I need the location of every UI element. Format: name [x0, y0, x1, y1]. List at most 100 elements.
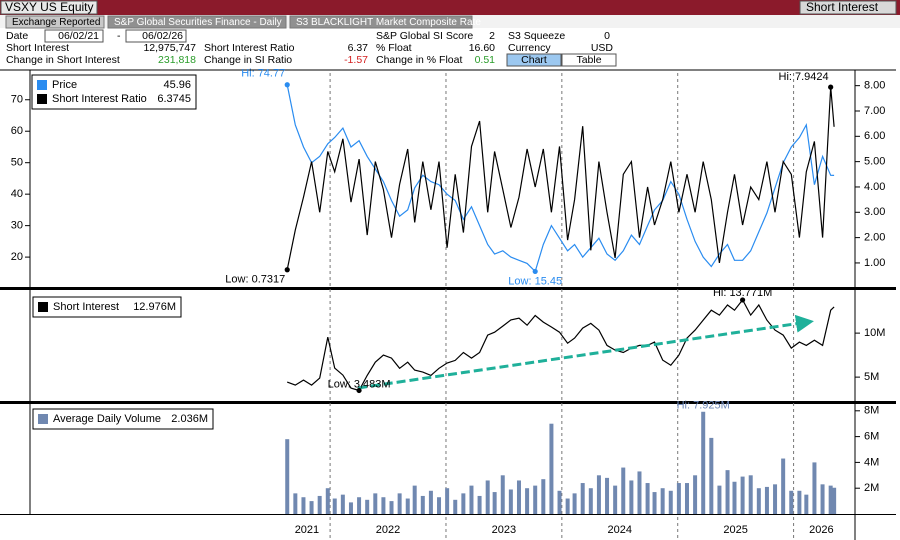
bar: [613, 485, 618, 514]
field-label: S&P Global SI Score: [376, 30, 473, 42]
ticker-box: [0, 0, 98, 15]
field-value: -1.57: [344, 54, 368, 66]
bar: [549, 423, 554, 514]
legend-label: Short Interest: [53, 301, 119, 313]
bar: [773, 484, 778, 514]
button-label[interactable]: Table: [576, 54, 601, 66]
bar: [461, 493, 466, 514]
bar: [428, 490, 433, 514]
bar: [717, 485, 722, 514]
legend-box: [31, 74, 197, 110]
bar: [469, 485, 474, 514]
extreme-dot: [284, 267, 290, 273]
bar: [668, 490, 673, 514]
bar: [477, 495, 482, 514]
bar: [797, 490, 802, 514]
bar: [365, 499, 370, 514]
bar: [381, 497, 386, 514]
chart-button[interactable]: [506, 53, 562, 67]
bar: [789, 490, 794, 514]
legend-label: Short Interest Ratio: [52, 93, 147, 105]
field-label: % Float: [376, 42, 412, 54]
function-name: Short Interest: [806, 0, 879, 14]
bar: [684, 483, 689, 514]
bar: [580, 483, 585, 514]
annotation: Hi: 74.77: [241, 68, 285, 80]
bar: [412, 485, 417, 514]
bar: [317, 495, 322, 514]
y-tick-label: 40: [11, 188, 23, 200]
date-input[interactable]: [44, 29, 104, 43]
tab[interactable]: [5, 15, 105, 29]
date-input[interactable]: [125, 29, 187, 43]
bar: [812, 462, 817, 514]
bar: [301, 497, 306, 514]
legend-value: 2.036M: [171, 413, 208, 425]
bar: [652, 492, 657, 514]
title-bar: [0, 0, 900, 15]
tab-label[interactable]: Exchange Reported: [12, 17, 100, 28]
bar: [596, 475, 601, 514]
trend-arrow: [357, 314, 814, 390]
annotation: Hi: 7.9424: [779, 71, 829, 83]
y-tick-label: 5.00: [864, 156, 885, 168]
bar: [605, 477, 610, 514]
bar: [621, 467, 626, 514]
field-label: Change in SI Ratio: [204, 54, 292, 66]
bar: [485, 480, 490, 514]
bar: [309, 501, 314, 514]
bar: [348, 502, 353, 514]
bar: [325, 488, 330, 514]
extreme-dot: [284, 82, 290, 88]
x-tick-label: 2023: [492, 524, 516, 536]
bar: [637, 471, 642, 514]
bar: [508, 489, 513, 514]
annotation: Hi: 7.925M: [677, 400, 730, 412]
table-button[interactable]: [561, 53, 617, 67]
annotation: Hi: 13.771M: [713, 287, 772, 299]
y-tick-label: 50: [11, 157, 23, 169]
bar: [453, 499, 458, 514]
field-value: USD: [591, 42, 614, 54]
bar: [781, 458, 786, 514]
date-end[interactable]: 06/02/26: [142, 30, 183, 42]
y-tick-label: 6.00: [864, 130, 885, 142]
y-tick-label: 10M: [864, 327, 885, 339]
bar: [676, 483, 681, 514]
button-label[interactable]: Chart: [521, 54, 547, 66]
annotation: Low: 15.45: [508, 275, 562, 287]
field-value: 0: [604, 30, 610, 42]
field-value: 231,818: [158, 54, 196, 66]
bar: [357, 497, 362, 514]
y-tick-label: 20: [11, 251, 23, 263]
legend-box: [32, 296, 182, 318]
bar: [701, 411, 706, 514]
tab[interactable]: [289, 15, 473, 29]
bar: [764, 486, 769, 514]
bar: [516, 480, 521, 514]
bar: [373, 493, 378, 514]
tab-label[interactable]: S&P Global Securities Finance - Daily: [114, 17, 282, 28]
date-start[interactable]: 06/02/21: [58, 30, 99, 42]
series-line: [286, 298, 835, 392]
bar: [748, 475, 753, 514]
bar: [804, 494, 809, 514]
grid: [329, 73, 795, 540]
bar: [397, 493, 402, 514]
field-value: 2: [489, 30, 495, 42]
tab-label[interactable]: S3 BLACKLIGHT Market Composite Rate: [296, 17, 481, 28]
x-tick-label: 2024: [608, 524, 632, 536]
bar: [732, 481, 737, 514]
legend-label: Price: [52, 79, 77, 91]
y-tick-label: 2M: [864, 482, 879, 494]
tab[interactable]: [107, 15, 287, 29]
field-label: S3 Squeeze: [508, 30, 565, 42]
bar: [629, 480, 634, 514]
bar: [293, 493, 298, 514]
field-value: 0.51: [475, 54, 496, 66]
function-box: [799, 0, 897, 15]
extreme-dot: [740, 297, 746, 303]
legend-swatch: [37, 80, 47, 90]
bar: [541, 479, 546, 514]
